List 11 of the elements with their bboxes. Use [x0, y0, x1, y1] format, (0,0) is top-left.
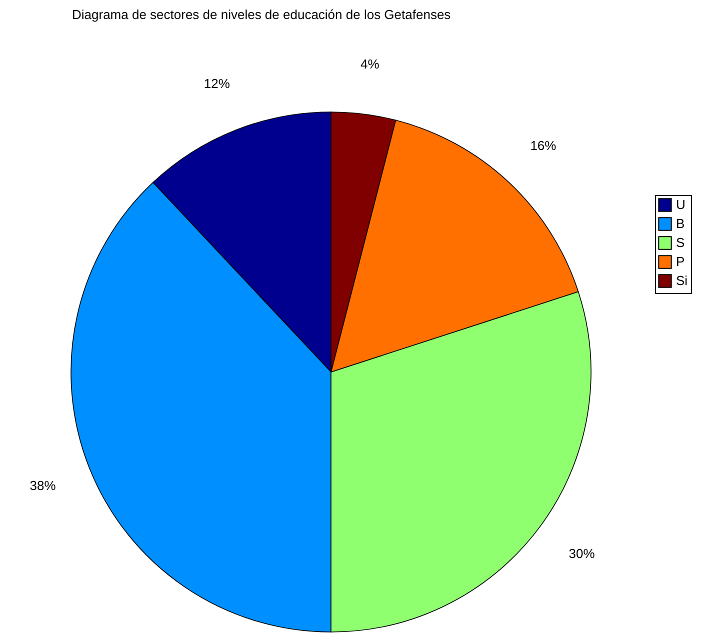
legend-label: Si [676, 273, 688, 288]
data-label: 16% [530, 138, 557, 154]
data-label: 38% [30, 478, 56, 494]
legend-label: B [676, 216, 685, 231]
legend-label: P [676, 254, 685, 269]
data-label: 4% [360, 56, 380, 72]
legend-label: S [676, 235, 685, 250]
data-label: 30% [568, 546, 596, 562]
data-label: 12% [204, 76, 230, 91]
chart-title: Diagrama de sectores de niveles de educación de los Getafenses [72, 7, 452, 22]
legend-label: U [676, 197, 686, 212]
